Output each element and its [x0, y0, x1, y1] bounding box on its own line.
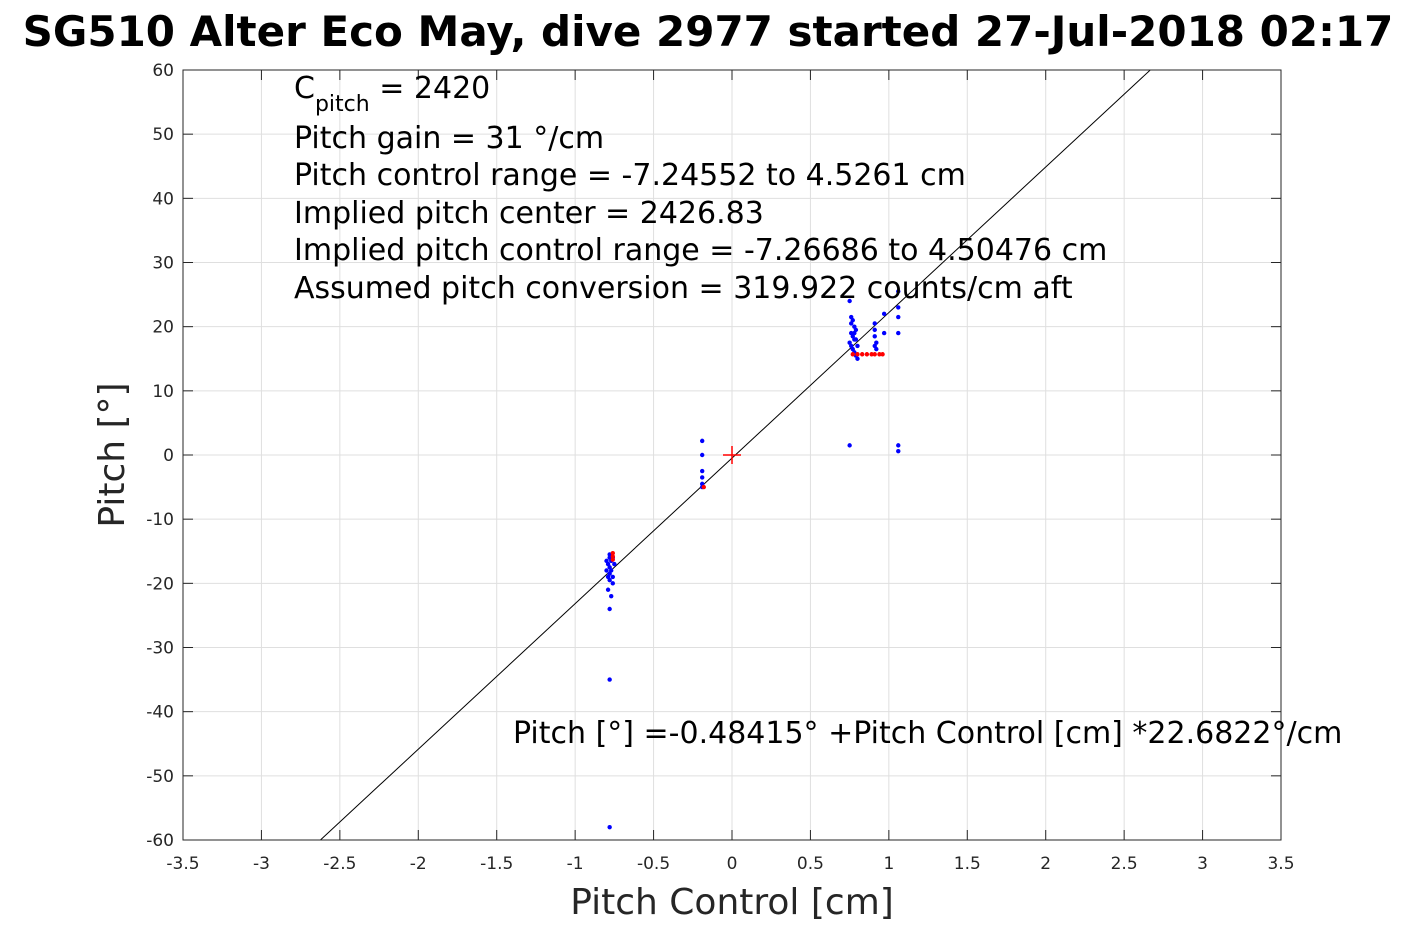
y-tick-label: 50 [152, 125, 174, 145]
data-point-blue [612, 561, 617, 567]
data-point-blue [872, 327, 877, 333]
y-tick-label: -10 [146, 510, 174, 530]
y-tick-label: 10 [152, 382, 174, 402]
y-tick-label: 40 [152, 189, 174, 209]
y-tick-labels: -60 -50 -40 -30 -20 -10 0 10 20 30 40 50 60 [146, 61, 174, 851]
data-point-red [610, 557, 615, 562]
x-tick-label: -2 [410, 854, 427, 874]
data-point-red [869, 352, 874, 357]
data-point-red [850, 352, 855, 357]
data-point-blue [849, 321, 854, 326]
c-pitch-value: = 2420 [370, 71, 491, 106]
data-point-red [859, 352, 865, 357]
x-tick-label: 1 [883, 854, 894, 874]
data-point-blue [604, 568, 609, 573]
x-tick-label: -0.5 [637, 854, 670, 874]
data-point-blue [855, 356, 860, 361]
data-point-blue [874, 346, 879, 352]
x-tick-label: -3 [253, 854, 270, 874]
data-point-blue [610, 581, 615, 586]
data-point-blue [896, 305, 901, 310]
data-point-red [877, 352, 882, 357]
data-point-blue [607, 577, 612, 583]
data-point-blue [853, 337, 859, 342]
data-point-blue [699, 475, 705, 480]
x-tick-label: 1.5 [954, 854, 981, 874]
data-point-blue [607, 606, 612, 612]
data-point-blue [605, 587, 611, 592]
data-point-blue [896, 330, 901, 336]
y-tick-label: 20 [152, 318, 174, 338]
data-point-blue [847, 443, 852, 448]
data-point-red [610, 550, 615, 556]
data-point-red [610, 554, 615, 559]
data-point-blue [607, 677, 612, 682]
c-pitch-base: C [294, 71, 315, 106]
data-point-blue [896, 314, 901, 320]
x-axis-label: Pitch Control [cm] [570, 882, 894, 923]
data-point-blue [699, 468, 705, 474]
annotation-implied-range: Implied pitch control range = -7.26686 t… [294, 233, 1107, 268]
annotation-block: Cpitch = 2420 Pitch gain = 31 °/cm Pitch… [294, 71, 1342, 751]
data-point-red [855, 352, 860, 357]
y-tick-label: 0 [163, 446, 174, 466]
data-point-red [701, 484, 706, 490]
c-pitch-subscript: pitch [315, 92, 370, 117]
data-point-blue [699, 438, 705, 444]
center-marker-group [723, 446, 741, 464]
data-point-blue [881, 330, 887, 336]
data-point-blue [896, 448, 901, 454]
x-tick-label: 2.5 [1111, 854, 1138, 874]
data-point-blue [610, 574, 615, 580]
data-point-blue [872, 321, 877, 326]
x-tick-label: -3.5 [166, 854, 199, 874]
y-tick-label: 60 [152, 61, 174, 81]
data-point-blue [847, 298, 852, 304]
data-point-blue [699, 452, 705, 458]
data-point-blue [896, 289, 901, 294]
y-axis-label: Pitch [°] [92, 382, 133, 527]
data-point-blue [852, 330, 857, 336]
data-point-blue [855, 343, 860, 349]
x-tick-label: -1.5 [480, 854, 513, 874]
data-point-blue [872, 334, 877, 339]
tick-marks [182, 69, 1282, 841]
x-tick-label: 2 [1040, 854, 1051, 874]
data-point-blue [607, 824, 612, 830]
data-points [604, 289, 901, 830]
data-point-red [864, 352, 870, 357]
x-tick-label: -1 [567, 854, 584, 874]
y-tick-label: -40 [146, 703, 174, 723]
annotation-pitch-gain: Pitch gain = 31 °/cm [294, 121, 604, 156]
x-tick-label: 3 [1197, 854, 1208, 874]
data-point-red [872, 352, 877, 357]
data-point-red [880, 352, 885, 357]
y-tick-label: -60 [146, 831, 174, 851]
data-point-blue [896, 443, 901, 448]
annotation-c-pitch: Cpitch = 2420 [294, 71, 490, 117]
y-tick-label: -20 [146, 574, 174, 594]
x-tick-label: -2.5 [323, 854, 356, 874]
chart-title: SG510 Alter Eco May, dive 2977 started 2… [23, 7, 1394, 56]
x-tick-label: 0 [727, 854, 738, 874]
x-tick-label: 3.5 [1267, 854, 1294, 874]
y-tick-label: -50 [146, 767, 174, 787]
y-tick-label: -30 [146, 639, 174, 659]
y-tick-label: 30 [152, 254, 174, 274]
data-point-blue [881, 311, 887, 317]
annotation-implied-center: Implied pitch center = 2426.83 [294, 196, 764, 231]
annotation-control-range: Pitch control range = -7.24552 to 4.5261… [294, 158, 966, 193]
annotation-conversion: Assumed pitch conversion = 319.922 count… [294, 271, 1073, 306]
x-tick-label: 0.5 [797, 854, 824, 874]
annotation-fit-equation: Pitch [°] =-0.48415° +Pitch Control [cm]… [513, 716, 1342, 751]
data-point-blue [604, 558, 609, 564]
x-tick-labels: -3.5 -3 -2.5 -2 -1.5 -1 -0.5 0 0.5 1 1.5 2 2.5 3 3.5 [166, 854, 1294, 874]
data-point-blue [609, 593, 614, 599]
plot-area [182, 69, 1282, 841]
